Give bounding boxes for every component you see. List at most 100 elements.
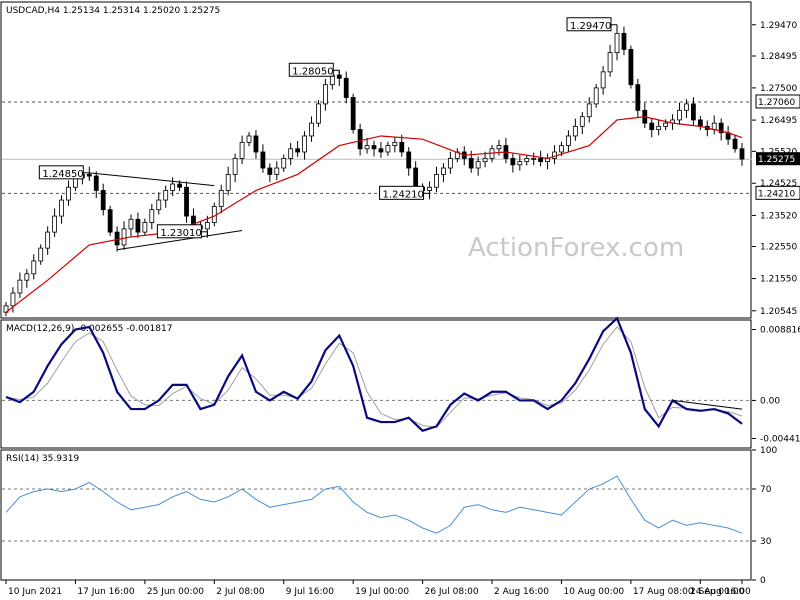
- candle-body: [274, 167, 280, 175]
- trendline: [89, 172, 215, 187]
- x-tick-label: 2 Jul 08:00: [216, 587, 265, 597]
- candle-body: [343, 77, 349, 98]
- y-tick-label: 0: [760, 576, 766, 586]
- current-price-box: [756, 152, 800, 166]
- annotation-box: [566, 17, 612, 32]
- rsi-panel: RSI(14) 35.9319 100 70 30 0: [0, 446, 777, 586]
- x-tick-label: 9 Jul 16:00: [286, 587, 335, 597]
- x-tick-label: 17 Jun 16:00: [77, 587, 134, 597]
- candle-body: [128, 218, 134, 230]
- candle-body: [482, 157, 488, 163]
- macd-signal-line: [5, 326, 743, 428]
- support-level-label: 1.24210: [758, 189, 795, 199]
- annotation-label: 1.29470: [570, 21, 611, 32]
- candle-body: [45, 231, 51, 249]
- candle-body: [697, 119, 703, 127]
- candle-body: [100, 190, 106, 211]
- candle-body: [739, 148, 745, 160]
- candle-body: [434, 174, 439, 188]
- candle-body: [232, 157, 238, 175]
- y-tick-label: 70: [760, 485, 772, 495]
- candle-body: [24, 273, 30, 281]
- candle-body: [295, 148, 301, 153]
- annotation-label: 1.24850: [42, 169, 83, 180]
- candle-body: [267, 167, 273, 175]
- trendline: [117, 230, 243, 251]
- panel-frame: [0, 1, 752, 319]
- y-tick-label: 1.23520: [760, 211, 797, 221]
- candle-body: [17, 279, 23, 294]
- candle-body: [628, 49, 634, 86]
- candle-body: [253, 135, 259, 153]
- candle-body: [10, 292, 16, 307]
- support-level-box: [755, 185, 800, 200]
- candle-body: [566, 135, 571, 146]
- candle-body: [246, 135, 252, 143]
- candle-body: [350, 97, 356, 130]
- price-panel: USDCAD,H4 1.25134 1.25314 1.25020 1.2527…: [0, 1, 800, 319]
- annotation-box: [379, 185, 425, 200]
- panel-title: USDCAD,H4 1.25134 1.25314 1.25020 1.2527…: [6, 6, 220, 16]
- candle-body: [496, 145, 502, 150]
- y-tick-label: 1.26495: [760, 116, 797, 126]
- candle-body: [239, 141, 245, 159]
- panel-title: RSI(14) 35.9319: [6, 454, 79, 464]
- candle-body: [711, 122, 717, 130]
- candle-body: [357, 129, 363, 150]
- y-tick-label: -0.004416: [760, 434, 800, 444]
- candle-body: [614, 33, 620, 54]
- candle-body: [524, 157, 530, 163]
- candle-body: [427, 186, 432, 191]
- x-tick-label: 2 Aug 16:00: [494, 587, 549, 597]
- y-tick-label: 100: [760, 446, 777, 456]
- x-tick-label: 25 Jun 00:00: [147, 587, 204, 597]
- candle-body: [385, 145, 391, 153]
- candle-body: [225, 174, 231, 191]
- resistance-level-label: 1.27060: [758, 98, 795, 108]
- candle-body: [684, 103, 689, 111]
- watermark-text: ActionForex.com: [468, 233, 684, 263]
- candle-body: [288, 148, 294, 159]
- y-tick-label: 1.21550: [760, 275, 797, 285]
- x-tick-label: 10 Jun 2021: [8, 587, 62, 597]
- x-tick-label: 24 Aug 16:00: [690, 587, 751, 597]
- candle-body: [316, 103, 321, 124]
- y-tick-label: 30: [760, 537, 772, 547]
- x-tick-label: 17 Aug 08:00: [633, 587, 694, 597]
- candle-body: [93, 175, 99, 191]
- candle-body: [621, 33, 627, 50]
- panel-frame: [0, 449, 752, 581]
- candle-body: [371, 145, 377, 150]
- candle-body: [559, 145, 564, 153]
- x-tick-label: 1 Sep 00:00: [690, 587, 745, 597]
- candle-body: [690, 103, 696, 121]
- x-axis: 10 Jun 2021 17 Jun 16:00 25 Jun 00:00 2 Jul…: [5, 580, 751, 597]
- candle-body: [184, 186, 189, 217]
- macd-panel: MACD(12,26,9) -0.002655 -0.001817 0.00881…: [0, 316, 800, 449]
- candle-body: [635, 84, 641, 111]
- annotation-label: 1.23010: [160, 228, 201, 239]
- candle-body: [531, 157, 537, 160]
- candle-body: [552, 151, 557, 159]
- candle-body: [204, 222, 210, 230]
- candle-body: [59, 199, 64, 217]
- candle-body: [163, 190, 169, 201]
- y-tick-label: 0.00: [760, 396, 780, 406]
- candle-body: [170, 183, 176, 191]
- candle-body: [66, 186, 71, 201]
- candle-body: [260, 151, 266, 169]
- panel-frame: [0, 319, 752, 449]
- candle-body: [447, 157, 453, 169]
- y-tick-label: 1.22550: [760, 243, 797, 253]
- candle-body: [38, 247, 44, 262]
- annotation-box: [288, 62, 334, 77]
- candle-body: [663, 122, 669, 127]
- candle-body: [656, 125, 662, 130]
- candle-body: [468, 157, 474, 169]
- candle-body: [107, 209, 113, 233]
- candle-body: [677, 109, 682, 121]
- candle-body: [649, 122, 655, 130]
- candle-body: [156, 199, 162, 211]
- annotation-box: [156, 224, 202, 239]
